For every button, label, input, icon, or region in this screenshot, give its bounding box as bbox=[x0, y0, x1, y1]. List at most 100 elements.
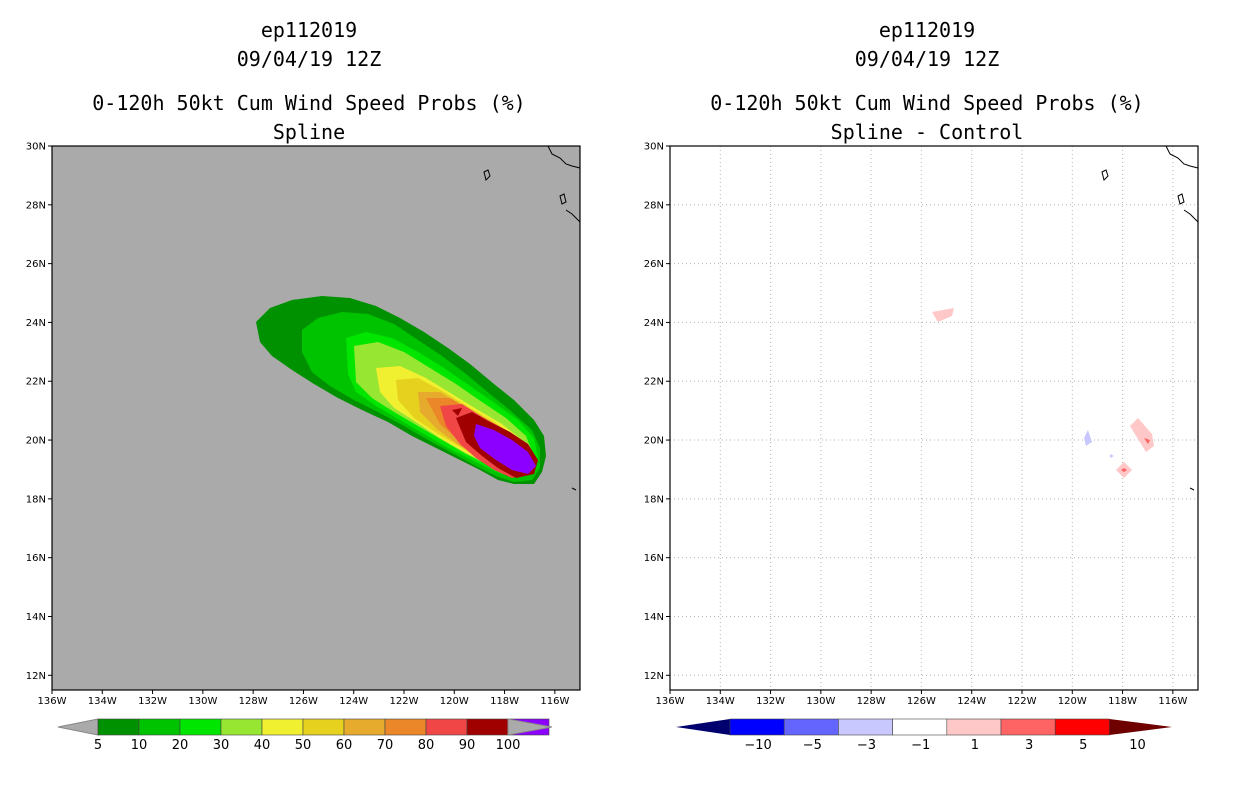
x-tick-label: 134W bbox=[88, 696, 117, 707]
y-tick-label: 30N bbox=[644, 142, 664, 153]
colorbar-label: 50 bbox=[295, 738, 312, 753]
plot-frame bbox=[669, 145, 1199, 691]
colorbar-under bbox=[57, 718, 99, 736]
colorbar-swatch bbox=[384, 718, 427, 736]
colorbar-swatch bbox=[220, 718, 263, 736]
colorbar-over bbox=[1109, 719, 1172, 735]
datetime: 09/04/19 12Z bbox=[854, 47, 1000, 71]
x-axis: 136W 134W 132W 130W 128W 126W 124W 122W 120W 118W… bbox=[656, 690, 1187, 707]
colorbar-swatch bbox=[179, 718, 222, 736]
colorbar-label: 3 bbox=[1025, 738, 1033, 753]
x-tick-label: 124W bbox=[957, 696, 986, 707]
y-axis: 30N 28N 26N 24N 22N 20N 18N 16N 14N 12N bbox=[26, 142, 52, 682]
x-tick-label: 132W bbox=[138, 696, 167, 707]
colorbar-label: 40 bbox=[254, 738, 271, 753]
x-tick-label: 136W bbox=[38, 696, 67, 707]
colorbar: −10 −5 −3 −1 1 3 5 10 bbox=[676, 718, 1172, 753]
x-tick-label: 116W bbox=[540, 696, 569, 707]
y-tick-label: 16N bbox=[26, 553, 46, 564]
x-tick-label: 130W bbox=[806, 696, 835, 707]
colorbar-swatch bbox=[892, 718, 948, 736]
colorbar-label: 10 bbox=[1129, 738, 1146, 753]
colorbar-swatch bbox=[97, 718, 140, 736]
anomaly-neg-118W bbox=[1110, 454, 1114, 458]
y-tick-label: 20N bbox=[26, 436, 46, 447]
coastline bbox=[483, 145, 581, 491]
y-tick-label: 28N bbox=[644, 200, 664, 211]
colorbar-label: 10 bbox=[131, 738, 148, 753]
colorbar-swatch bbox=[1000, 718, 1056, 736]
y-axis: 30N 28N 26N 24N 22N 20N 18N 16N 14N 12N bbox=[644, 142, 670, 682]
colorbar-swatch bbox=[1054, 718, 1110, 736]
colorbar: 5 10 20 30 40 50 60 70 80 90 100 bbox=[57, 718, 553, 753]
y-tick-label: 22N bbox=[644, 377, 664, 388]
colorbar-label: 70 bbox=[377, 738, 394, 753]
chart-subtitle: Spline - Control bbox=[830, 120, 1024, 144]
y-tick-label: 18N bbox=[26, 494, 46, 505]
colorbar-label: −1 bbox=[911, 738, 930, 753]
x-tick-label: 122W bbox=[390, 696, 419, 707]
colorbar-swatch bbox=[302, 718, 345, 736]
colorbar-swatch bbox=[261, 718, 304, 736]
y-tick-label: 24N bbox=[26, 318, 46, 329]
y-tick-label: 18N bbox=[644, 494, 664, 505]
y-tick-label: 12N bbox=[26, 671, 46, 682]
y-tick-label: 30N bbox=[26, 142, 46, 153]
colorbar-swatch bbox=[946, 718, 1002, 736]
spline-map: 136W 134W 132W 130W 128W 126W 124W 122W 120W 118W… bbox=[26, 142, 581, 753]
x-tick-label: 124W bbox=[339, 696, 368, 707]
y-tick-label: 14N bbox=[644, 612, 664, 623]
colorbar-swatch bbox=[838, 718, 893, 736]
x-tick-label: 118W bbox=[490, 696, 519, 707]
x-tick-label: 128W bbox=[857, 696, 886, 707]
x-tick-label: 120W bbox=[1058, 696, 1087, 707]
x-tick-label: 122W bbox=[1008, 696, 1037, 707]
coastline bbox=[1101, 145, 1199, 491]
anomaly-pos-124W bbox=[932, 308, 954, 322]
colorbar-label: 1 bbox=[971, 738, 979, 753]
contour-100 bbox=[474, 424, 536, 474]
x-tick-label: 126W bbox=[289, 696, 318, 707]
storm-id: ep112019 bbox=[260, 18, 358, 42]
chart-subtitle: Spline bbox=[272, 120, 346, 144]
colorbar-label: −10 bbox=[744, 738, 771, 753]
colorbar-label: 80 bbox=[418, 738, 435, 753]
chart-title: 0-120h 50kt Cum Wind Speed Probs (%) bbox=[710, 91, 1144, 115]
y-tick-label: 22N bbox=[26, 377, 46, 388]
colorbar-swatch bbox=[729, 718, 785, 736]
y-tick-label: 26N bbox=[26, 259, 46, 270]
panel-spline-control: ep112019 09/04/19 12Z 0-120h 50kt Cum Wi… bbox=[618, 0, 1236, 800]
x-tick-label: 128W bbox=[239, 696, 268, 707]
x-tick-label: 134W bbox=[706, 696, 735, 707]
probability-contours bbox=[256, 296, 546, 484]
colorbar-label: 60 bbox=[336, 738, 353, 753]
x-tick-label: 132W bbox=[756, 696, 785, 707]
storm-id: ep112019 bbox=[878, 18, 976, 42]
colorbar-label: −3 bbox=[857, 738, 876, 753]
x-tick-label: 116W bbox=[1158, 696, 1187, 707]
datetime: 09/04/19 12Z bbox=[236, 47, 382, 71]
y-tick-label: 28N bbox=[26, 200, 46, 211]
colorbar-over bbox=[507, 718, 553, 736]
colorbar-swatch bbox=[783, 718, 839, 736]
colorbar-swatch bbox=[343, 718, 386, 736]
colorbar-swatch bbox=[138, 718, 181, 736]
colorbar-label: 20 bbox=[172, 738, 189, 753]
y-tick-label: 14N bbox=[26, 612, 46, 623]
panel-spline: ep112019 09/04/19 12Z 0-120h 50kt Cum Wi… bbox=[26, 18, 581, 753]
x-tick-label: 126W bbox=[907, 696, 936, 707]
chart-title: 0-120h 50kt Cum Wind Speed Probs (%) bbox=[92, 91, 526, 115]
anomaly-pos-116W-core bbox=[1144, 438, 1150, 444]
x-axis: 136W 134W 132W 130W 128W 126W 124W 122W 120W 118W… bbox=[38, 690, 569, 707]
anomaly-patches bbox=[932, 308, 1154, 478]
plot-frame bbox=[51, 145, 581, 691]
y-tick-label: 26N bbox=[644, 259, 664, 270]
colorbar-swatch bbox=[425, 718, 468, 736]
colorbar-label: −5 bbox=[803, 738, 822, 753]
colorbar-label: 90 bbox=[459, 738, 476, 753]
anomaly-pos-117W-19N-core bbox=[1121, 468, 1127, 472]
colorbar-swatch bbox=[466, 718, 509, 736]
y-tick-label: 12N bbox=[644, 671, 664, 682]
y-tick-label: 16N bbox=[644, 553, 664, 564]
x-tick-label: 130W bbox=[188, 696, 217, 707]
